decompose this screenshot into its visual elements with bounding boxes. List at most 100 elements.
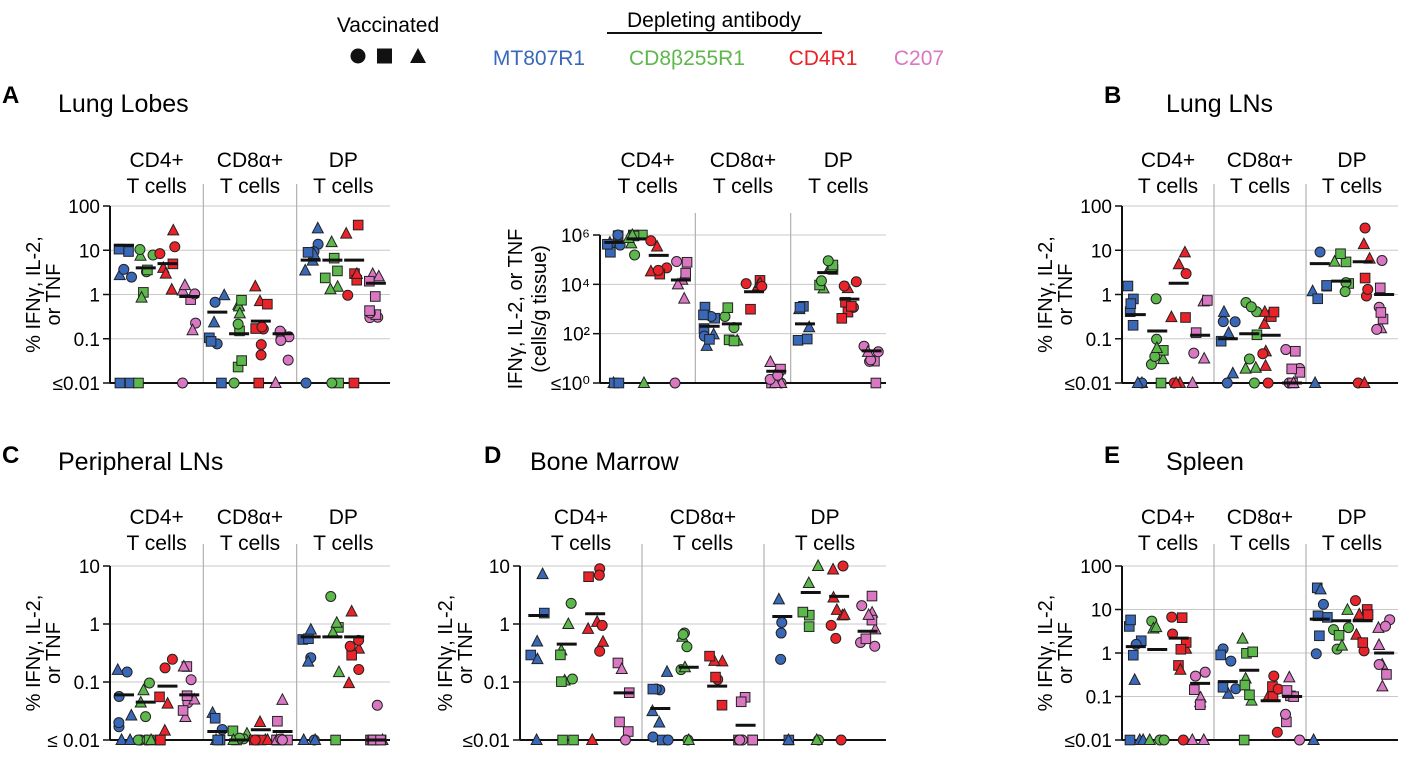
data-point-triangle (671, 277, 685, 290)
data-point-triangle (1236, 631, 1249, 644)
y-axis-label: % IFNγ, IL-2, (23, 236, 45, 353)
data-point-circle (756, 280, 768, 292)
legend-group-mt807r1: MT807R1 (493, 47, 585, 70)
subset-label: T cells (1230, 532, 1290, 555)
data-point-circle (154, 248, 166, 260)
subset-label: CD4+ (1141, 149, 1195, 172)
subset-label: CD8α+ (1227, 149, 1293, 172)
data-point-triangle (179, 709, 192, 722)
data-point-triangle (330, 615, 344, 628)
data-point-triangle (115, 732, 128, 745)
data-point-circle (342, 289, 354, 301)
data-point-triangle (301, 654, 315, 667)
chart-panel-4: C Peripheral LNs ≤ 0.01 0.1 1 10 % IFNγ, IL-2,… (2, 442, 390, 752)
data-point-circle (1280, 344, 1292, 356)
data-point-square (352, 219, 364, 231)
data-point-square (792, 335, 804, 346)
data-point-square (1238, 734, 1250, 746)
data-point-circle (166, 653, 178, 665)
data-point-triangle (650, 239, 664, 252)
data-point-square (1215, 649, 1226, 661)
data-point-triangle (339, 226, 353, 239)
data-point-triangle (324, 282, 337, 295)
data-point-square (797, 606, 809, 618)
data-point-circle (113, 691, 125, 703)
data-point-square (794, 301, 806, 313)
data-point-triangle (1128, 672, 1142, 685)
y-tick-label: 1 (89, 615, 100, 636)
data-point-square (704, 650, 715, 662)
panel-title: Peripheral LNs (58, 448, 223, 476)
data-point-triangle (1239, 361, 1252, 374)
data-point-circle (620, 734, 632, 746)
data-point-triangle (325, 235, 338, 248)
data-point-triangle (802, 575, 816, 589)
data-point-triangle (1314, 582, 1327, 595)
data-point-triangle (700, 338, 713, 351)
panel-letter: A (2, 82, 19, 109)
panel-letter: B (1104, 82, 1121, 109)
data-point-square (1312, 293, 1324, 305)
y-tick-label: ≤0.01 (463, 731, 510, 752)
data-point-triangle (1258, 316, 1271, 329)
data-point-square (328, 252, 340, 264)
y-tick-label: ≤0.01 (1065, 374, 1112, 395)
data-point-square (1127, 319, 1139, 331)
data-point-triangle (585, 732, 599, 745)
data-point-square (1333, 630, 1345, 641)
data-point-circle (1257, 348, 1269, 360)
subset-label: CD4+ (130, 149, 184, 172)
data-point-triangle (165, 282, 179, 295)
data-point-triangle (536, 567, 549, 580)
data-point-triangle (1197, 351, 1211, 364)
data-point-triangle (1221, 686, 1235, 699)
data-point-square (525, 649, 537, 661)
data-point-triangle (764, 354, 777, 368)
data-point-circle (1280, 708, 1292, 720)
data-point-triangle (1172, 257, 1186, 270)
data-point-triangle (811, 558, 825, 571)
subset-label: T cells (1138, 532, 1198, 555)
y-tick-label: 1 (499, 615, 510, 636)
chart-panel-2: ≤10⁰ 10² 10⁴ 10⁶ IFNγ, IL-2, or TNF (cells/g … (505, 149, 886, 395)
data-point-triangle (207, 315, 221, 328)
data-point-square (602, 238, 613, 250)
data-point-triangle (332, 664, 346, 678)
data-point-square (1362, 609, 1374, 621)
data-point-circle (159, 662, 171, 674)
data-point-triangle (1358, 375, 1371, 388)
data-point-square (555, 649, 566, 661)
y-tick-label: 0.1 (74, 330, 100, 351)
data-point-circle (652, 264, 664, 276)
data-point-triangle (1156, 352, 1170, 365)
data-point-square (698, 309, 709, 321)
subset-label: T cells (127, 175, 187, 198)
legend-triangle-icon (410, 48, 426, 63)
data-point-circle (1150, 293, 1162, 305)
y-axis-label: IFNγ, IL-2, or TNF (505, 229, 527, 390)
data-point-triangle (253, 714, 267, 727)
data-point-circle (1180, 268, 1192, 280)
data-point-circle (775, 653, 787, 665)
data-point-triangle (1372, 637, 1386, 651)
data-point-square (177, 705, 189, 716)
y-axis-label: % IFNγ, IL-2, (435, 595, 457, 712)
data-point-circle (1314, 246, 1326, 258)
data-point-circle (1379, 620, 1391, 632)
data-point-triangle (1307, 732, 1320, 745)
data-point-square (154, 691, 165, 703)
y-tick-label: 10⁴ (561, 275, 590, 296)
data-point-circle (1225, 655, 1237, 667)
data-point-square (330, 734, 341, 746)
data-point-square (860, 633, 872, 645)
data-point-circle (776, 616, 788, 628)
data-point-circle (134, 244, 146, 256)
data-point-square (612, 657, 624, 669)
data-point-square (680, 267, 691, 279)
data-point-square (1175, 643, 1187, 655)
data-point-circle (740, 278, 752, 290)
data-point-circle (647, 731, 659, 743)
data-point-circle (1373, 659, 1385, 671)
data-point-square (1202, 295, 1213, 306)
data-point-circle (1268, 670, 1280, 682)
